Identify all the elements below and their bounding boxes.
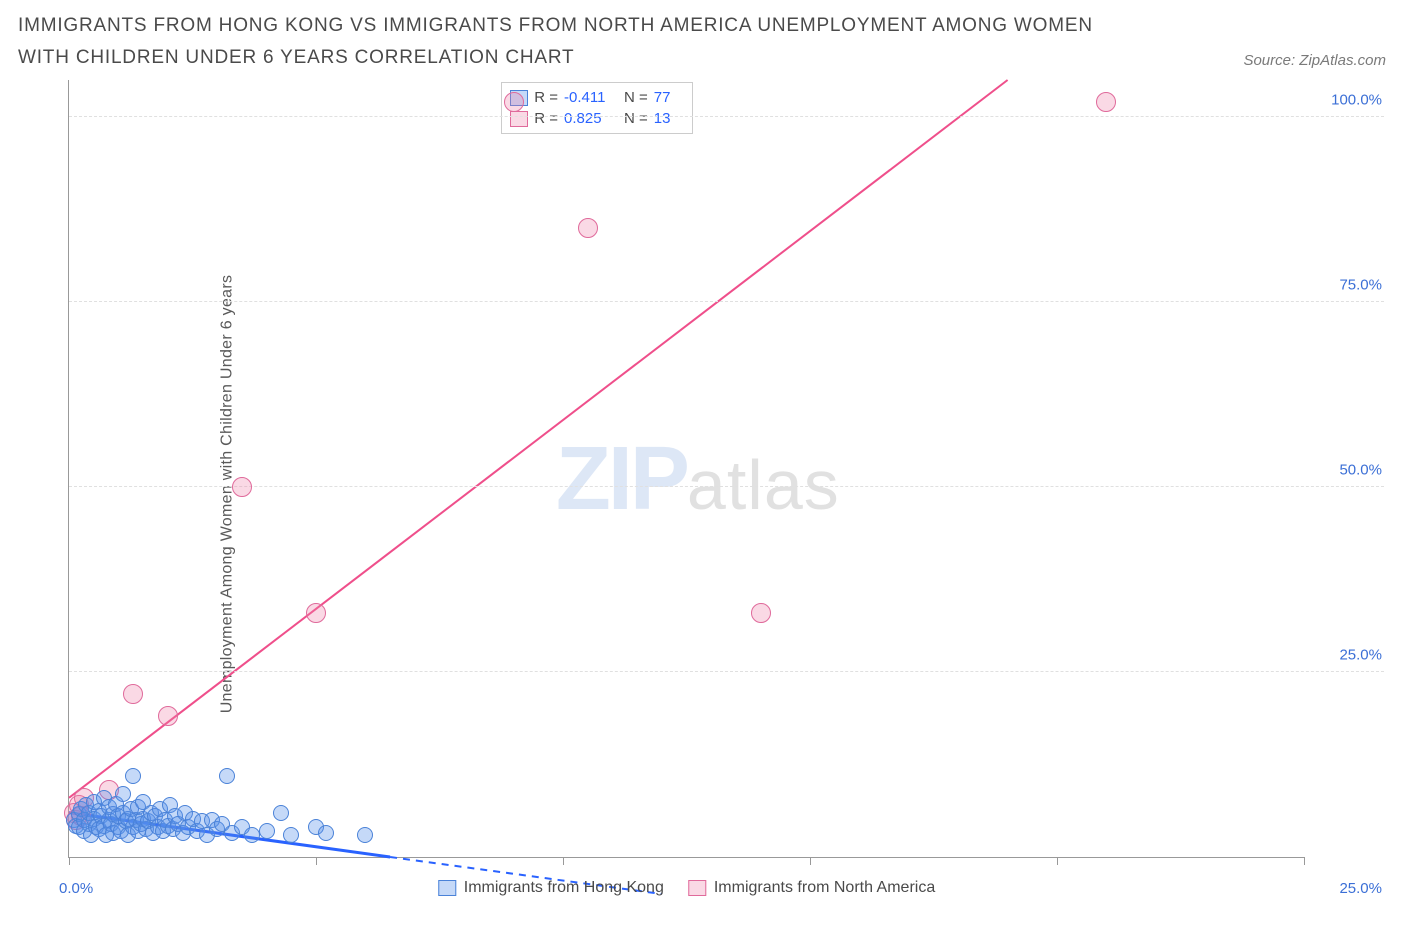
hk-point [219, 768, 235, 784]
legend-swatch [438, 880, 456, 896]
x-tick [1304, 857, 1305, 865]
r-value: 0.825 [564, 110, 618, 127]
r-value: -0.411 [564, 89, 618, 106]
na-point [306, 603, 326, 623]
legend-label: Immigrants from North America [714, 879, 935, 897]
legend-swatch [510, 111, 528, 127]
y-tick-label: 100.0% [1331, 92, 1382, 109]
na-point [1096, 92, 1116, 112]
trend-lines [69, 80, 1304, 857]
r-label: R = [534, 110, 558, 127]
plot-region: ZIPatlas R =-0.411N =77R =0.825N =13 0.0… [68, 80, 1304, 858]
hk-point [259, 823, 275, 839]
source-label: Source: ZipAtlas.com [1243, 52, 1386, 75]
x-tick [563, 857, 564, 865]
na-point [751, 603, 771, 623]
trend-line [69, 80, 1008, 798]
n-label: N = [624, 89, 648, 106]
x-tick [69, 857, 70, 865]
hk-point [283, 827, 299, 843]
legend-item: Immigrants from North America [688, 879, 935, 897]
chart-title: IMMIGRANTS FROM HONG KONG VS IMMIGRANTS … [18, 10, 1118, 75]
gridline [69, 301, 1384, 302]
y-tick-label: 50.0% [1339, 462, 1382, 479]
hk-point [318, 825, 334, 841]
legend-stats-row: R = 0.825 N = 13 [510, 108, 684, 129]
x-tick [810, 857, 811, 865]
hk-point [273, 805, 289, 821]
hk-point [125, 768, 141, 784]
n-value: 77 [654, 89, 684, 106]
x-tick [316, 857, 317, 865]
na-point [232, 477, 252, 497]
legend-stats-row: R = -0.411 N = 77 [510, 87, 684, 108]
na-point [123, 684, 143, 704]
legend-swatch [688, 880, 706, 896]
legend-item: Immigrants from Hong Kong [438, 879, 664, 897]
x-tick [1057, 857, 1058, 865]
gridline [69, 486, 1384, 487]
r-label: R = [534, 89, 558, 106]
na-point [504, 92, 524, 112]
hk-point [244, 827, 260, 843]
chart-header: IMMIGRANTS FROM HONG KONG VS IMMIGRANTS … [0, 0, 1406, 75]
hk-point [115, 786, 131, 802]
y-tick-label: 75.0% [1339, 277, 1382, 294]
gridline [69, 671, 1384, 672]
legend-stats-box: R = -0.411 N = 77 R = 0.825 N = 13 [501, 82, 693, 134]
x-tick-label-25: 25.0% [1339, 880, 1382, 897]
legend-label: Immigrants from Hong Kong [464, 879, 664, 897]
na-point [578, 218, 598, 238]
chart-area: Unemployment Among Women with Children U… [18, 80, 1384, 908]
hk-point [357, 827, 373, 843]
n-value: 13 [654, 110, 684, 127]
gridline [69, 116, 1384, 117]
na-point [158, 706, 178, 726]
y-tick-label: 25.0% [1339, 647, 1382, 664]
n-label: N = [624, 110, 648, 127]
bottom-legend: Immigrants from Hong Kong Immigrants from… [438, 879, 935, 897]
x-tick-label-0: 0.0% [59, 880, 93, 897]
